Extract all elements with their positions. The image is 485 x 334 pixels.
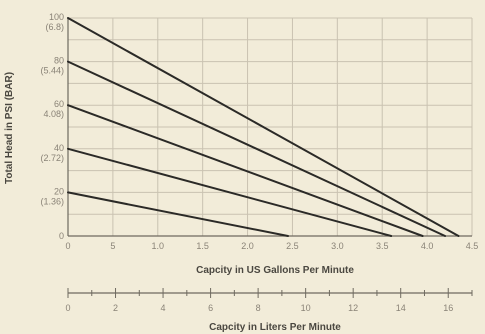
x2-tick-label-1: 2 [113, 303, 118, 313]
y-tick-label-bar-4: (1.36) [40, 196, 64, 206]
y-tick-label-bar-0: (6.8) [45, 22, 64, 32]
x-axis-title: Capcity in US Gallons Per Minute [196, 265, 354, 276]
y-tick-label-psi-3: 40 [54, 143, 64, 153]
x-tick-label-6: 3.0 [331, 241, 344, 251]
x2-tick-label-7: 14 [396, 303, 406, 313]
secondary-x-axis: 0 2 4 6 8 10 12 14 16 [65, 288, 473, 313]
y-tick-label-bar-2: 4.08) [43, 109, 64, 119]
series-line-2 [67, 104, 424, 237]
series-line-4 [67, 191, 289, 237]
x2-axis-title: Capcity in Liters Per Minute [209, 322, 341, 333]
series-line-0 [67, 17, 460, 237]
x-tick-label-8: 4.0 [421, 241, 434, 251]
x-tick-label-3: 1.5 [196, 241, 209, 251]
series-layer [67, 17, 460, 237]
y-axis-title: Total Head in PSI (BAR) [4, 72, 15, 184]
y-tick-label-psi-1: 80 [54, 56, 64, 66]
x2-tick-label-0: 0 [65, 303, 70, 313]
y-tick-label-psi-2: 60 [54, 99, 64, 109]
x-tick-labels: 0 5 1.0 1.5 2.0 2.5 3.0 3.5 4.0 4.5 [65, 241, 478, 251]
x-tick-label-1: 5 [110, 241, 115, 251]
x2-tick-label-2: 4 [161, 303, 166, 313]
x-tick-label-2: 1.0 [152, 241, 165, 251]
x-tick-label-0: 0 [65, 241, 70, 251]
series-line-1 [67, 60, 447, 237]
y-tick-label-bar-3: (2.72) [40, 153, 64, 163]
y-tick-label-bar-1: (5.44) [40, 66, 64, 76]
y-tick-label-psi-0: 100 [49, 12, 64, 22]
x2-tick-label-6: 12 [348, 303, 358, 313]
y-tick-labels: 100(6.8) 80(5.44) 604.08) 40(2.72) 20(1.36) 0 [40, 12, 64, 241]
x2-tick-label-3: 6 [208, 303, 213, 313]
x-tick-label-7: 3.5 [376, 241, 389, 251]
y-tick-label-psi-4: 20 [54, 186, 64, 196]
y-tick-label-psi-5: 0 [59, 231, 64, 241]
x2-tick-label-8: 16 [443, 303, 453, 313]
x-tick-label-9: 4.5 [466, 241, 479, 251]
x2-tick-label-5: 10 [301, 303, 311, 313]
series-line-3 [67, 147, 393, 237]
x-tick-label-5: 2.5 [286, 241, 299, 251]
x-tick-label-4: 2.0 [241, 241, 254, 251]
x2-tick-label-4: 8 [256, 303, 261, 313]
grid-layer [67, 17, 473, 237]
